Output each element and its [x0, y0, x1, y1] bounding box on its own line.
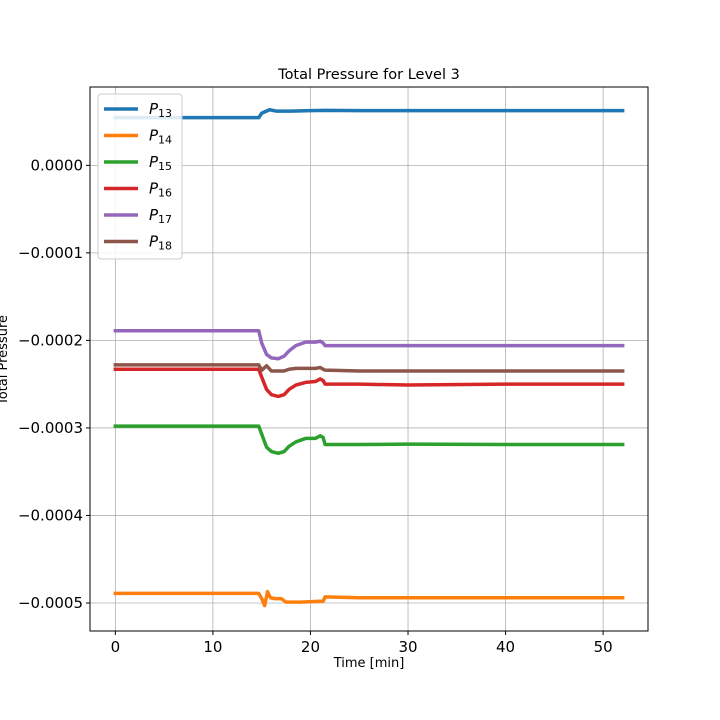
legend-label: P17	[149, 206, 172, 226]
x-tick-label: 10	[203, 638, 222, 656]
y-axis: 0.0000 −0.0001 −0.0002 −0.0003 −0.0004 −0.000…	[18, 156, 90, 612]
y-axis-label: Total Pressure	[0, 315, 11, 406]
legend-label: P16	[149, 180, 172, 200]
series-line-p18	[113, 363, 625, 373]
x-axis-label: Time [min]	[333, 656, 405, 671]
legend-label-subscript: 15	[158, 160, 172, 173]
x-tick-label: 20	[301, 638, 320, 656]
legend-label: P13	[149, 100, 172, 120]
series-lines	[113, 108, 625, 608]
y-tick-label: −0.0003	[18, 419, 83, 437]
y-tick-label: 0.0000	[31, 156, 84, 174]
legend-label-base: P	[149, 153, 159, 171]
y-tick-label: −0.0005	[18, 594, 83, 612]
legend-label-base: P	[149, 100, 159, 118]
legend-label-subscript: 16	[158, 187, 172, 200]
plot-frame	[89, 86, 649, 632]
x-tick-label: 0	[111, 638, 121, 656]
series-line-p13	[113, 108, 625, 120]
x-tick-label: 30	[398, 638, 417, 656]
legend-item-p15: P15	[104, 153, 172, 173]
legend-item-p13: P13	[104, 100, 172, 120]
series-line-p15	[113, 424, 625, 456]
legend-label-subscript: 14	[158, 134, 172, 147]
chart-title: Total Pressure for Level 3	[277, 67, 460, 83]
y-tick-label: −0.0002	[18, 331, 83, 349]
legend-label-subscript: 17	[158, 213, 172, 226]
legend-label: P15	[149, 153, 172, 173]
legend-item-p14: P14	[104, 127, 172, 147]
legend-label: P14	[149, 127, 172, 147]
grid	[90, 87, 648, 631]
y-tick-label: −0.0001	[18, 244, 83, 262]
legend-item-p17: P17	[104, 206, 172, 226]
x-tick-label: 40	[496, 638, 515, 656]
legend-label-subscript: 13	[158, 107, 172, 120]
legend-label-subscript: 18	[158, 240, 172, 253]
series-line-p14	[113, 589, 625, 608]
x-tick-label: 50	[594, 638, 613, 656]
series-line-p16	[113, 367, 625, 399]
y-tick-label: −0.0004	[18, 506, 83, 524]
legend-label-base: P	[149, 206, 159, 224]
legend-label-base: P	[149, 180, 159, 198]
legend-item-p16: P16	[104, 180, 172, 200]
series-line-p17	[113, 329, 625, 361]
legend-label-base: P	[149, 127, 159, 145]
x-axis: 0 10 20 30 40 50	[111, 631, 613, 656]
legend-label: P18	[149, 233, 172, 253]
legend-item-p18: P18	[104, 233, 172, 253]
legend-label-base: P	[149, 233, 159, 251]
